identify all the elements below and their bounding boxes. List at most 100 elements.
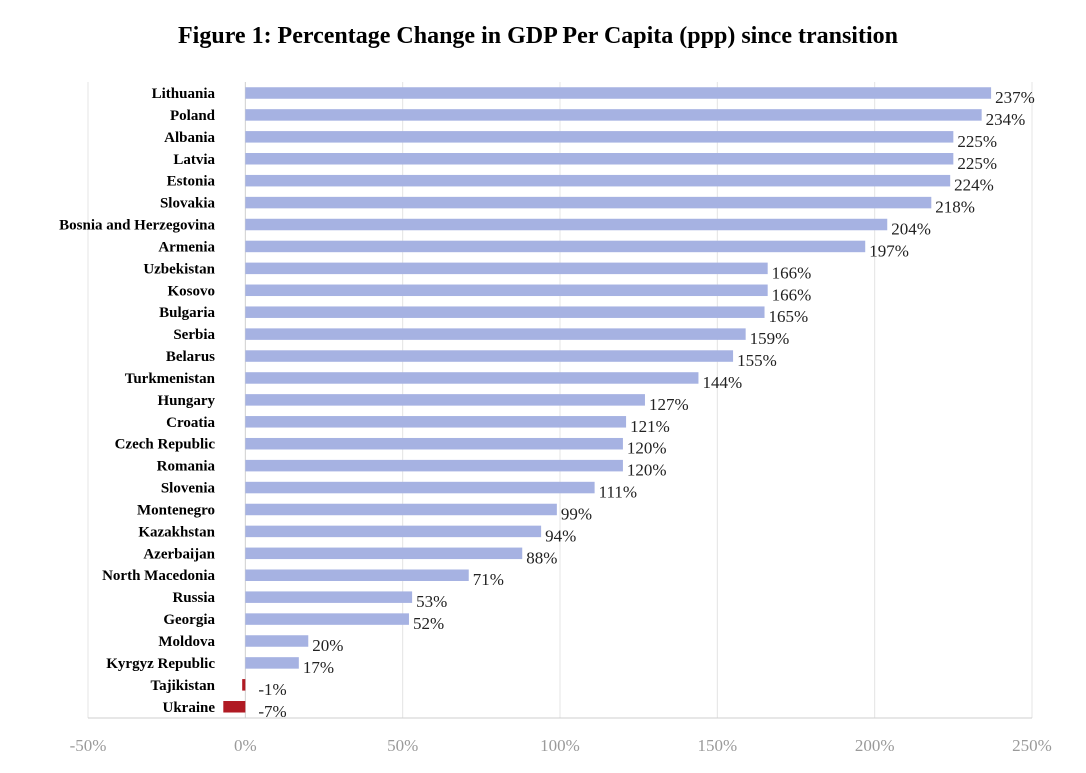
bar-26: [245, 657, 299, 669]
category-label-14: Hungary: [157, 393, 215, 409]
bar-11: [245, 328, 746, 340]
category-label-23: Russia: [172, 590, 215, 606]
value-label-27: -1%: [258, 680, 286, 699]
category-label-16: Czech Republic: [115, 437, 216, 453]
bar-18: [245, 481, 595, 494]
category-label-4: Estonia: [167, 174, 216, 190]
bar-20: [245, 525, 542, 538]
category-label-5: Slovakia: [160, 196, 216, 212]
category-label-7: Armenia: [158, 239, 215, 255]
category-label-28: Ukraine: [163, 700, 216, 716]
bar-16: [245, 437, 623, 450]
category-label-18: Slovenia: [161, 481, 216, 497]
category-labels: Lithuania Poland Albania Latvia Estonia Slova…: [59, 86, 216, 716]
value-label-14: 127%: [649, 395, 689, 414]
bar-3: [245, 153, 954, 165]
bar-14: [245, 394, 645, 406]
chart-title: Figure 1: Percentage Change in GDP Per C…: [178, 23, 898, 49]
value-labels: 237% 234% 225% 225% 224% 218%204% 197% 166% 166%…: [258, 88, 1034, 721]
category-label-1: Poland: [170, 108, 216, 124]
value-label-12: 155%: [737, 351, 777, 370]
x-tick-label-2: 50%: [387, 736, 418, 755]
category-label-25: Moldova: [158, 634, 215, 650]
value-label-19: 99%: [561, 504, 592, 523]
category-label-6: Bosnia and Herzegovina: [59, 218, 215, 234]
bars: [223, 87, 992, 713]
bar-24: [245, 613, 409, 625]
x-tick-label-1: 0%: [234, 736, 257, 755]
value-label-22: 71%: [473, 570, 504, 589]
category-label-15: Croatia: [166, 415, 215, 431]
category-label-13: Turkmenistan: [125, 371, 216, 387]
bar-19: [245, 503, 557, 516]
value-label-21: 88%: [526, 548, 557, 567]
value-label-4: 224%: [954, 176, 994, 195]
bar-25: [245, 635, 309, 647]
category-label-17: Romania: [157, 459, 216, 475]
value-label-9: 166%: [772, 285, 812, 304]
x-tick-label-4: 150%: [697, 736, 737, 755]
bar-7: [245, 240, 866, 253]
value-label-17: 120%: [627, 461, 667, 480]
category-label-26: Kyrgyz Republic: [106, 656, 215, 672]
category-label-27: Tajikistan: [151, 678, 216, 694]
bar-9: [245, 284, 768, 297]
category-label-9: Kosovo: [167, 283, 215, 299]
bar-15: [245, 416, 627, 428]
category-label-0: Lithuania: [152, 86, 216, 102]
category-label-11: Serbia: [173, 327, 215, 343]
value-label-11: 159%: [750, 329, 790, 348]
value-label-24: 52%: [413, 614, 444, 633]
bar-5: [245, 196, 932, 209]
category-label-2: Albania: [164, 130, 215, 146]
bar-17: [245, 459, 623, 472]
bar-22: [245, 569, 469, 581]
value-label-28: -7%: [258, 702, 286, 721]
value-label-5: 218%: [935, 198, 975, 217]
category-label-8: Uzbekistan: [143, 261, 215, 277]
value-label-26: 17%: [303, 658, 334, 677]
bar-23: [245, 591, 413, 603]
bar-13: [245, 372, 699, 384]
category-label-3: Latvia: [173, 152, 215, 168]
value-label-7: 197%: [869, 241, 909, 260]
bar-10: [245, 306, 765, 318]
category-label-19: Montenegro: [137, 502, 215, 518]
bar-4: [245, 174, 951, 187]
bar-28: [223, 701, 246, 713]
bar-12: [245, 350, 734, 362]
value-label-18: 111%: [599, 483, 637, 502]
bar-1: [245, 109, 982, 121]
value-label-25: 20%: [312, 636, 343, 655]
value-label-23: 53%: [416, 592, 447, 611]
category-label-12: Belarus: [166, 349, 215, 365]
value-label-0: 237%: [995, 88, 1035, 107]
bar-2: [245, 131, 954, 143]
bar-6: [245, 218, 888, 231]
category-label-22: North Macedonia: [102, 568, 215, 584]
value-label-20: 94%: [545, 526, 576, 545]
x-tick-label-6: 250%: [1012, 736, 1052, 755]
value-label-3: 225%: [957, 154, 997, 173]
x-axis-ticks: -50% 0% 50% 100% 150% 200% 250%: [70, 736, 1052, 755]
value-label-13: 144%: [702, 373, 742, 392]
x-tick-label-3: 100%: [540, 736, 580, 755]
category-label-10: Bulgaria: [159, 305, 215, 321]
x-tick-label-5: 200%: [855, 736, 895, 755]
value-label-6: 204%: [891, 220, 931, 239]
value-label-1: 234%: [986, 110, 1026, 129]
value-label-2: 225%: [957, 132, 997, 151]
value-label-10: 165%: [769, 307, 809, 326]
value-label-8: 166%: [772, 263, 812, 282]
bar-0: [245, 87, 992, 99]
value-label-16: 120%: [627, 439, 667, 458]
category-label-24: Georgia: [163, 612, 215, 628]
x-tick-label-0: -50%: [70, 736, 107, 755]
value-label-15: 121%: [630, 417, 670, 436]
bar-27: [242, 679, 246, 691]
bar-8: [245, 262, 768, 275]
category-label-20: Kazakhstan: [138, 524, 215, 540]
category-label-21: Azerbaijan: [143, 546, 215, 562]
bar-21: [245, 547, 523, 560]
